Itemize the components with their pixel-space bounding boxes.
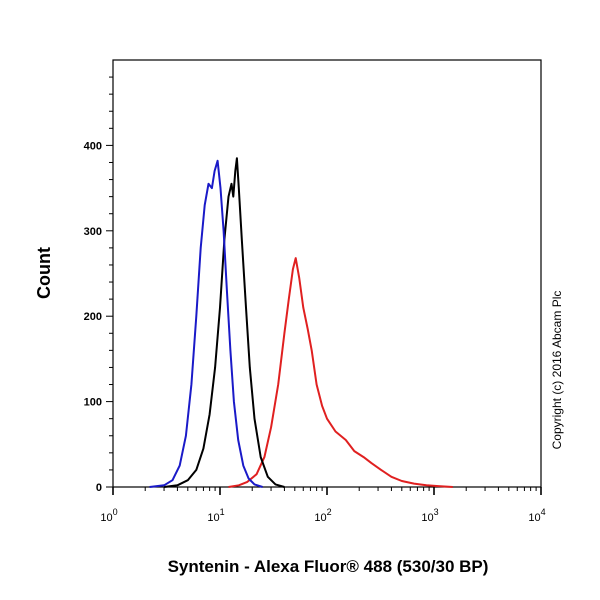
y-tick-label: 200 [84, 311, 102, 323]
y-axis: 0 100 200 300 400 [84, 76, 113, 494]
histogram-line [163, 157, 285, 488]
x-tick-label: 101 [207, 507, 224, 524]
y-axis-title: Count [34, 247, 54, 299]
plot-frame [112, 59, 542, 488]
y-tick-label: 0 [96, 482, 102, 494]
histogram-line [228, 257, 453, 488]
histogram-series [149, 157, 453, 488]
y-tick-label: 400 [84, 140, 102, 152]
y-tick-label: 100 [84, 397, 102, 409]
x-axis-title: Syntenin - Alexa Fluor® 488 (530/30 BP) [168, 557, 489, 576]
histogram-line [149, 159, 263, 488]
x-tick-label: 104 [528, 507, 545, 524]
x-tick-label: 103 [421, 507, 438, 524]
y-tick-label: 300 [84, 226, 102, 238]
x-tick-label: 102 [314, 507, 331, 524]
copyright-notice: Copyright (c) 2016 Abcam Plc [550, 291, 564, 450]
x-axis: 100 101 102 103 104 [100, 487, 546, 524]
x-tick-label: 100 [100, 507, 117, 524]
